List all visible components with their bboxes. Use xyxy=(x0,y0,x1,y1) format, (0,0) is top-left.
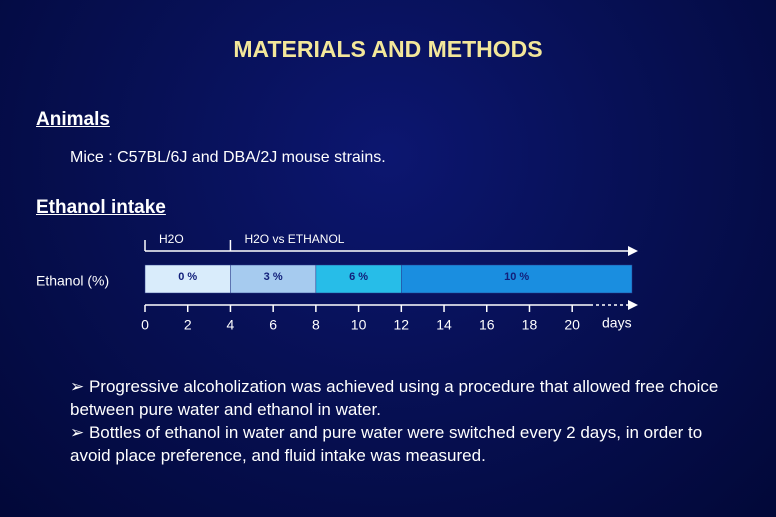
arrow-head xyxy=(628,246,638,256)
tick-label: 12 xyxy=(394,317,410,333)
segment xyxy=(315,264,402,294)
tick-label: 0 xyxy=(141,317,149,333)
segment xyxy=(401,264,633,294)
arrow-head xyxy=(628,300,638,310)
tick-label: 2 xyxy=(184,317,192,333)
section-heading: Animals xyxy=(36,109,110,130)
section-text: Mice : C57BL/6J and DBA/2J mouse strains… xyxy=(70,149,386,166)
segment-label: 10 % xyxy=(504,271,529,283)
bullet-list: ➢ Progressive alcoholization was achieve… xyxy=(70,375,735,467)
tick-label: 10 xyxy=(351,317,367,333)
segment xyxy=(230,264,317,294)
tick-label: 18 xyxy=(522,317,538,333)
tick-label: 14 xyxy=(436,317,452,333)
tick-label: 20 xyxy=(564,317,580,333)
section-heading: Ethanol intake xyxy=(36,197,166,218)
segment xyxy=(144,264,231,294)
segment-label: 3 % xyxy=(264,271,283,283)
bullet: ➢ Progressive alcoholization was achieve… xyxy=(70,377,719,419)
bullet: ➢ Bottles of ethanol in water and pure w… xyxy=(70,423,703,465)
tick-label: 6 xyxy=(269,317,277,333)
row-label: Ethanol (%) xyxy=(36,273,109,289)
phase-label: H2O xyxy=(159,232,184,246)
slide-title: MATERIALS AND METHODS xyxy=(233,36,543,62)
segment-label: 6 % xyxy=(349,271,368,283)
tick-label: 16 xyxy=(479,317,495,333)
axis-unit: days xyxy=(602,315,632,331)
timeline: Ethanol (%) H2O H2O vs ETHANOL 0 % 3 % 6 % 10… xyxy=(36,232,638,333)
tick-label: 8 xyxy=(312,317,320,333)
segment-label: 0 % xyxy=(178,271,197,283)
tick-label: 4 xyxy=(227,317,235,333)
phase-label: H2O vs ETHANOL xyxy=(244,232,344,246)
